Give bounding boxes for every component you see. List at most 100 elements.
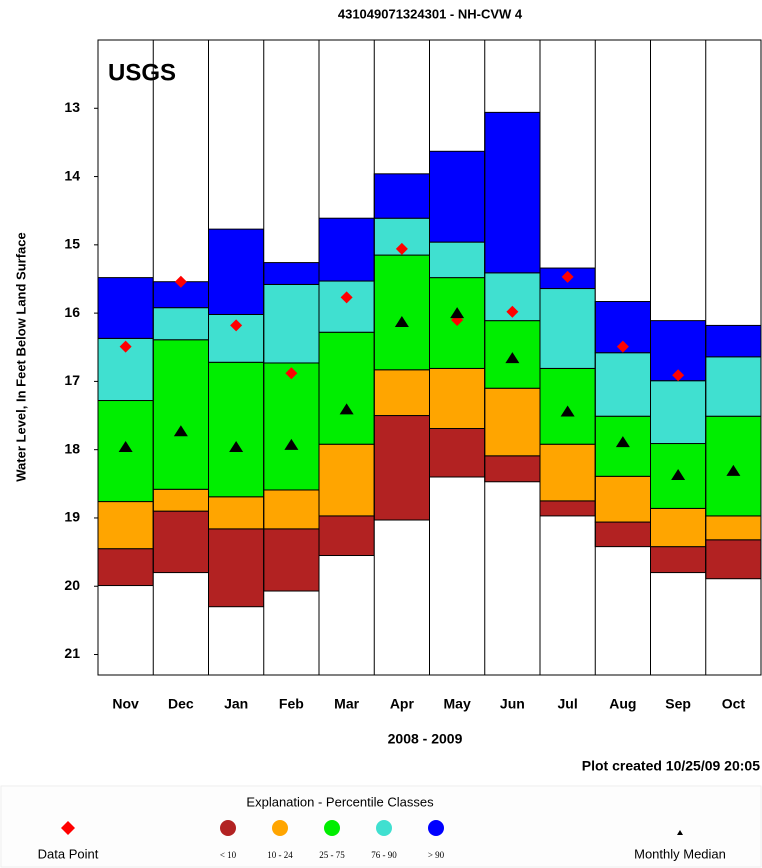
legend-marker [61, 821, 75, 835]
y-tick-label: 21 [64, 645, 80, 661]
legend-swatch [376, 820, 392, 836]
percentile-band [318, 331, 375, 445]
legend-swatch [272, 820, 288, 836]
percentile-band [705, 324, 762, 358]
percentile-band [263, 489, 320, 530]
percentile-band [594, 475, 651, 523]
percentile-band [650, 507, 707, 548]
percentile-band [539, 443, 596, 502]
percentile-band [539, 288, 596, 369]
chart-title: 431049071324301 - NH-CVW 4 [338, 6, 523, 21]
percentile-band [373, 415, 430, 521]
percentile-band [429, 150, 486, 243]
legend-label: Monthly Median [634, 846, 726, 861]
percentile-band [263, 262, 320, 285]
percentile-band [152, 339, 209, 490]
median-marker [284, 438, 299, 450]
legend-label: 25 - 75 [319, 850, 345, 860]
percentile-band [429, 367, 486, 430]
percentile-band [318, 280, 375, 333]
legend-label: > 90 [428, 850, 445, 860]
percentile-band [373, 173, 430, 219]
y-tick-label: 14 [64, 167, 80, 183]
x-tick-label: Aug [609, 696, 636, 712]
percentile-band [263, 283, 320, 364]
percentile-band [705, 356, 762, 417]
data-point [616, 340, 629, 353]
percentile-band [650, 546, 707, 574]
data-point [506, 305, 519, 318]
percentile-band [594, 521, 651, 548]
x-tick-label: Sep [665, 696, 691, 712]
y-tick-label: 19 [64, 509, 80, 525]
legend-label: 10 - 24 [267, 850, 293, 860]
y-tick-label: 13 [64, 99, 80, 115]
percentile-band [208, 361, 265, 498]
y-tick-label: 15 [64, 236, 80, 252]
median-marker [173, 425, 188, 437]
median-marker [229, 440, 244, 452]
percentile-band [705, 539, 762, 580]
legend-marker [677, 830, 683, 835]
legend-swatch [428, 820, 444, 836]
percentile-band [208, 228, 265, 315]
data-point [340, 291, 353, 304]
percentile-band [318, 515, 375, 557]
median-marker [394, 315, 409, 327]
legend-swatch [324, 820, 340, 836]
x-tick-label: Jan [224, 696, 248, 712]
median-marker [671, 468, 686, 480]
y-tick-label: 16 [64, 304, 80, 320]
data-point [119, 340, 132, 353]
data-point [285, 367, 298, 380]
percentile-band [373, 254, 430, 371]
x-tick-label: Dec [168, 696, 194, 712]
x-axis-label: 2008 - 2009 [388, 731, 463, 747]
percentile-band [208, 496, 265, 530]
percentile-band [429, 428, 486, 478]
data-point [174, 275, 187, 288]
legend-label: < 10 [220, 850, 237, 860]
usgs-logo: USGS [108, 59, 176, 86]
x-tick-label: Apr [390, 696, 415, 712]
x-tick-label: Oct [722, 696, 746, 712]
legend-swatch [220, 820, 236, 836]
percentile-band [429, 241, 486, 279]
median-marker [450, 307, 465, 319]
y-tick-label: 18 [64, 440, 80, 456]
y-axis-label: Water Level, In Feet Below Land Surface [13, 232, 28, 481]
y-tick-label: 17 [64, 372, 80, 388]
x-tick-label: May [444, 696, 471, 712]
percentile-band [373, 369, 430, 417]
percentile-band [318, 217, 375, 282]
percentile-band [650, 380, 707, 445]
percentile-band [705, 515, 762, 541]
percentile-band [318, 443, 375, 517]
percentile-band [594, 352, 651, 417]
plot-note: Plot created 10/25/09 20:05 [582, 758, 760, 774]
x-tick-label: Jul [558, 696, 578, 712]
data-point [672, 369, 685, 382]
percentile-band [484, 455, 541, 483]
x-tick-label: Mar [334, 696, 359, 712]
percentile-band [97, 501, 154, 550]
plot-frame [97, 39, 762, 676]
legend-label: Data Point [38, 846, 99, 861]
median-marker [726, 464, 741, 476]
percentile-band [152, 307, 209, 341]
x-tick-label: Jun [500, 696, 525, 712]
median-marker [118, 440, 133, 452]
median-marker [339, 403, 354, 415]
percentile-band [97, 548, 154, 587]
median-marker [615, 436, 630, 448]
data-point [561, 270, 574, 283]
data-point [395, 242, 408, 255]
percentile-band [484, 387, 541, 457]
percentile-band [152, 510, 209, 574]
percentile-band [484, 111, 541, 274]
percentile-band [263, 528, 320, 592]
legend-title: Explanation - Percentile Classes [246, 794, 434, 809]
percentile-band [539, 500, 596, 517]
